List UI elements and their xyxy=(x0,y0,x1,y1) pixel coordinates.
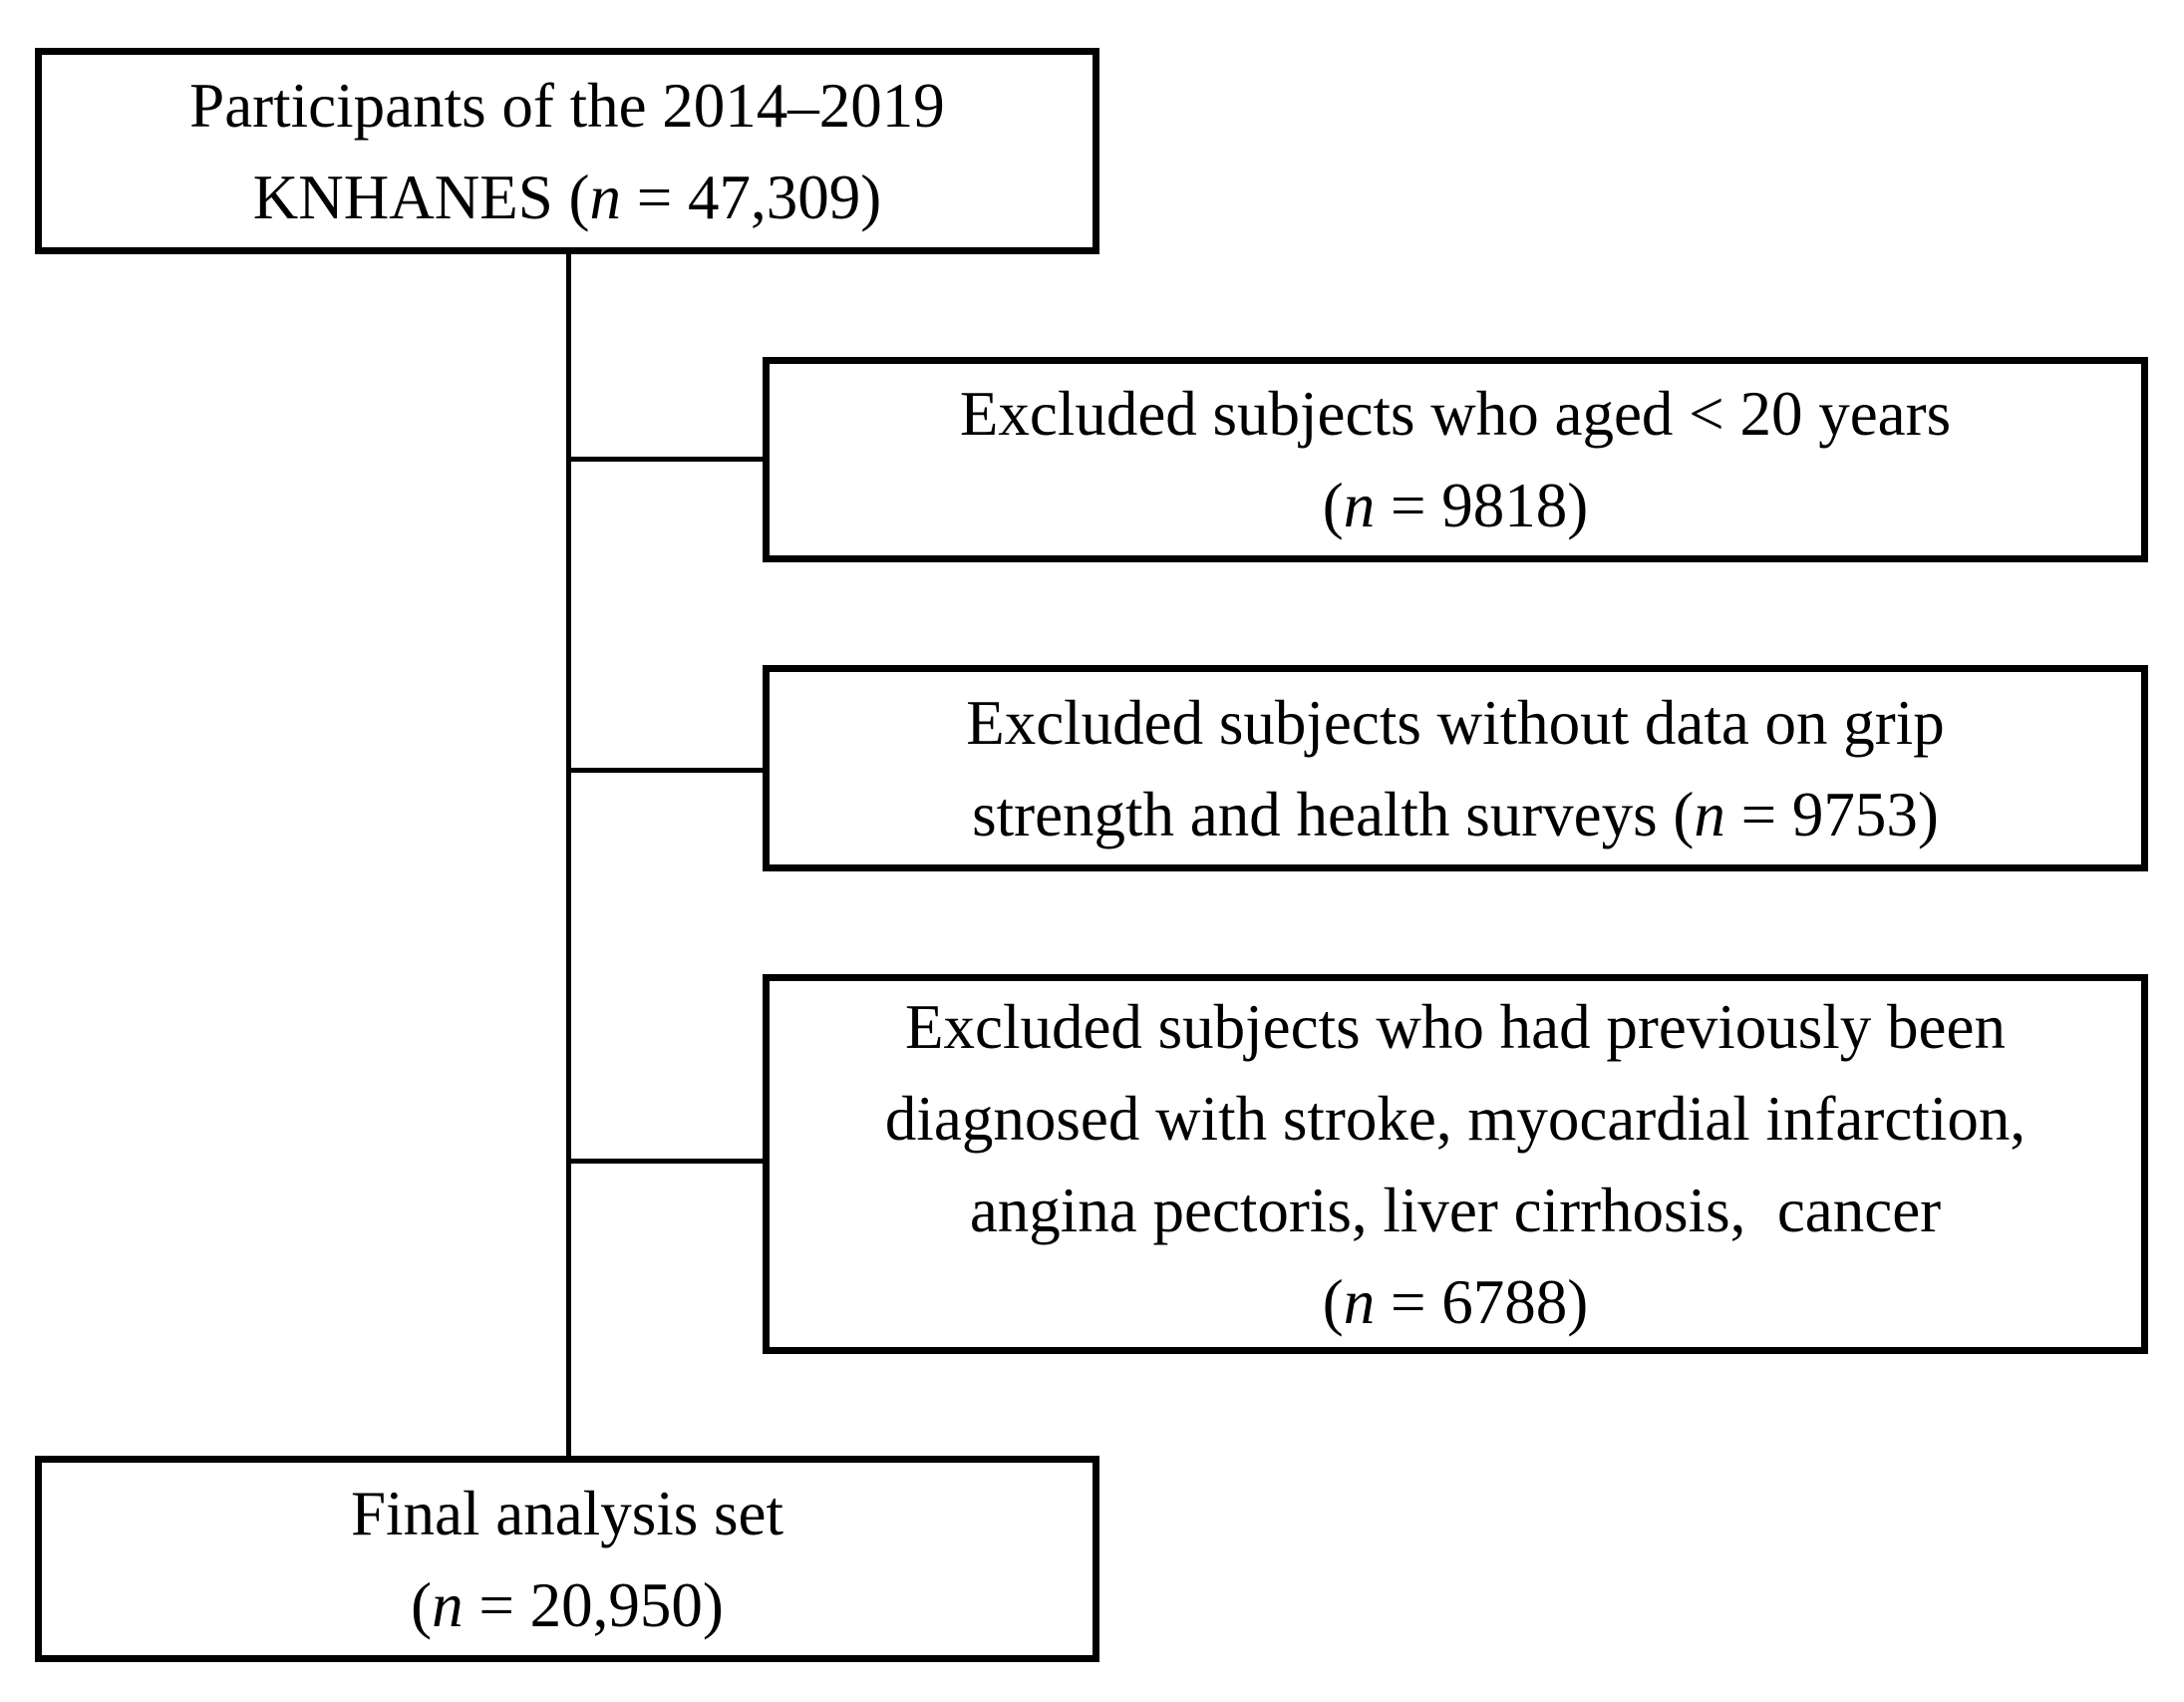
participants-line2: KNHANES (n = 47,309) xyxy=(253,152,882,243)
node-excluded-diagnosis-box: Excluded subjects who had previously bee… xyxy=(763,974,2148,1354)
excluded-diagnosis-line3: angina pectoris, liver cirrhosis, cancer xyxy=(970,1165,1941,1256)
final-line1: Final analysis set xyxy=(351,1468,783,1559)
final-line2: (n = 20,950) xyxy=(411,1559,724,1651)
n-variable: n xyxy=(432,1569,464,1640)
n-variable: n xyxy=(589,162,621,232)
excluded-age-line1: Excluded subjects who aged < 20 years xyxy=(960,368,1951,460)
excluded-age-line1-text: Excluded subjects who aged < 20 years xyxy=(959,379,1952,449)
connector-branch-grip-line xyxy=(566,768,766,773)
connector-branch-age-line xyxy=(566,457,766,462)
excluded-grip-line1-text: Excluded subjects without data on grip xyxy=(966,687,1945,758)
final-line2-pre-text: ( xyxy=(411,1569,433,1640)
participants-line2-pre-text: KNHANES ( xyxy=(252,162,590,232)
n-variable: n xyxy=(1343,471,1376,540)
participants-line1: Participants of the 2014–2019 xyxy=(189,60,945,152)
excluded-grip-line2-pre-text: strength and health surveys ( xyxy=(972,779,1695,850)
excluded-diagnosis-line2: diagnosed with stroke, myocardial infarc… xyxy=(885,1073,2026,1165)
excluded-diagnosis-line4-pre-text: ( xyxy=(1322,1266,1344,1337)
participants-line1-text: Participants of the 2014–2019 xyxy=(189,70,945,141)
excluded-age-line2-post-text: = 9818) xyxy=(1375,471,1589,540)
excluded-diagnosis-line3-text: angina pectoris, liver cirrhosis, cancer xyxy=(969,1175,1942,1245)
connector-branch-diagnosis-line xyxy=(566,1159,766,1164)
n-variable: n xyxy=(1694,779,1725,850)
node-participants-box: Participants of the 2014–2019 KNHANES (n… xyxy=(35,48,1099,254)
excluded-diagnosis-line1-text: Excluded subjects who had previously bee… xyxy=(905,991,2006,1062)
excluded-grip-line2: strength and health surveys (n = 9753) xyxy=(972,769,1939,860)
excluded-diagnosis-line1: Excluded subjects who had previously bee… xyxy=(905,981,2006,1073)
excluded-grip-line2-post-text: = 9753) xyxy=(1724,779,1939,850)
final-line1-text: Final analysis set xyxy=(351,1478,783,1548)
participants-line2-post-text: = 47,309) xyxy=(620,162,882,232)
excluded-diagnosis-line4: (n = 6788) xyxy=(1323,1256,1589,1348)
node-final-analysis-box: Final analysis set (n = 20,950) xyxy=(35,1456,1099,1662)
excluded-diagnosis-line2-text: diagnosed with stroke, myocardial infarc… xyxy=(884,1083,2027,1154)
final-line2-post-text: = 20,950) xyxy=(463,1569,724,1640)
excluded-grip-line1: Excluded subjects without data on grip xyxy=(966,677,1945,769)
n-variable: n xyxy=(1343,1266,1376,1337)
node-excluded-age-box: Excluded subjects who aged < 20 years (n… xyxy=(763,357,2148,562)
excluded-age-line2: (n = 9818) xyxy=(1323,460,1589,551)
excluded-diagnosis-line4-post-text: = 6788) xyxy=(1375,1266,1589,1337)
node-excluded-grip-box: Excluded subjects without data on grip s… xyxy=(763,665,2148,871)
excluded-age-line2-pre-text: ( xyxy=(1322,471,1344,540)
connector-trunk-line xyxy=(566,249,571,1456)
